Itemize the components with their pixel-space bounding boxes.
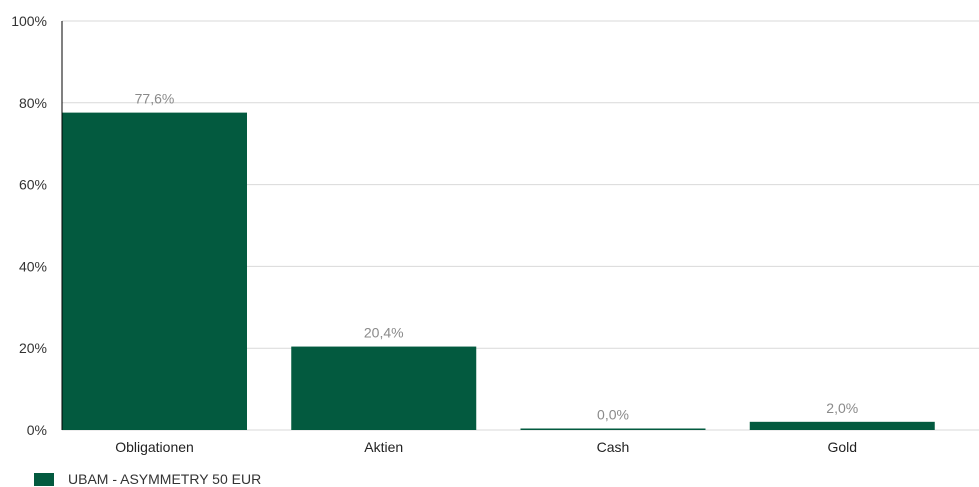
y-tick-label: 40% xyxy=(19,258,47,274)
legend: UBAM - ASYMMETRY 50 EUR xyxy=(34,471,261,487)
bar-chart: 0% 20% 40% 60% 80% 100% 77,6% 20,4% 0,0% 2,0% Ob… xyxy=(11,13,979,455)
y-tick-label: 80% xyxy=(19,95,47,111)
x-tick-label: Gold xyxy=(827,439,857,455)
legend-label: UBAM - ASYMMETRY 50 EUR xyxy=(68,471,262,487)
bar-obligationen xyxy=(62,112,247,430)
data-label: 2,0% xyxy=(826,400,858,416)
x-tick-label: Obligationen xyxy=(115,439,194,455)
bar-aktien xyxy=(291,346,477,430)
y-tick-label: 0% xyxy=(27,422,47,438)
data-label: 0,0% xyxy=(597,407,629,423)
bars xyxy=(62,112,935,430)
x-tick-label: Cash xyxy=(597,439,630,455)
y-tick-label: 100% xyxy=(11,13,47,29)
legend-swatch xyxy=(34,472,54,486)
y-tick-label: 60% xyxy=(19,177,47,193)
x-tick-label: Aktien xyxy=(364,439,403,455)
y-axis-ticks: 0% 20% 40% 60% 80% 100% xyxy=(11,13,47,438)
data-label: 20,4% xyxy=(364,325,404,341)
x-axis-ticks: Obligationen Aktien Cash Gold xyxy=(115,439,857,455)
y-tick-label: 20% xyxy=(19,340,47,356)
data-label: 77,6% xyxy=(135,91,175,107)
data-labels: 77,6% 20,4% 0,0% 2,0% xyxy=(135,91,859,423)
bar-cash xyxy=(520,428,706,430)
bar-gold xyxy=(749,421,935,430)
